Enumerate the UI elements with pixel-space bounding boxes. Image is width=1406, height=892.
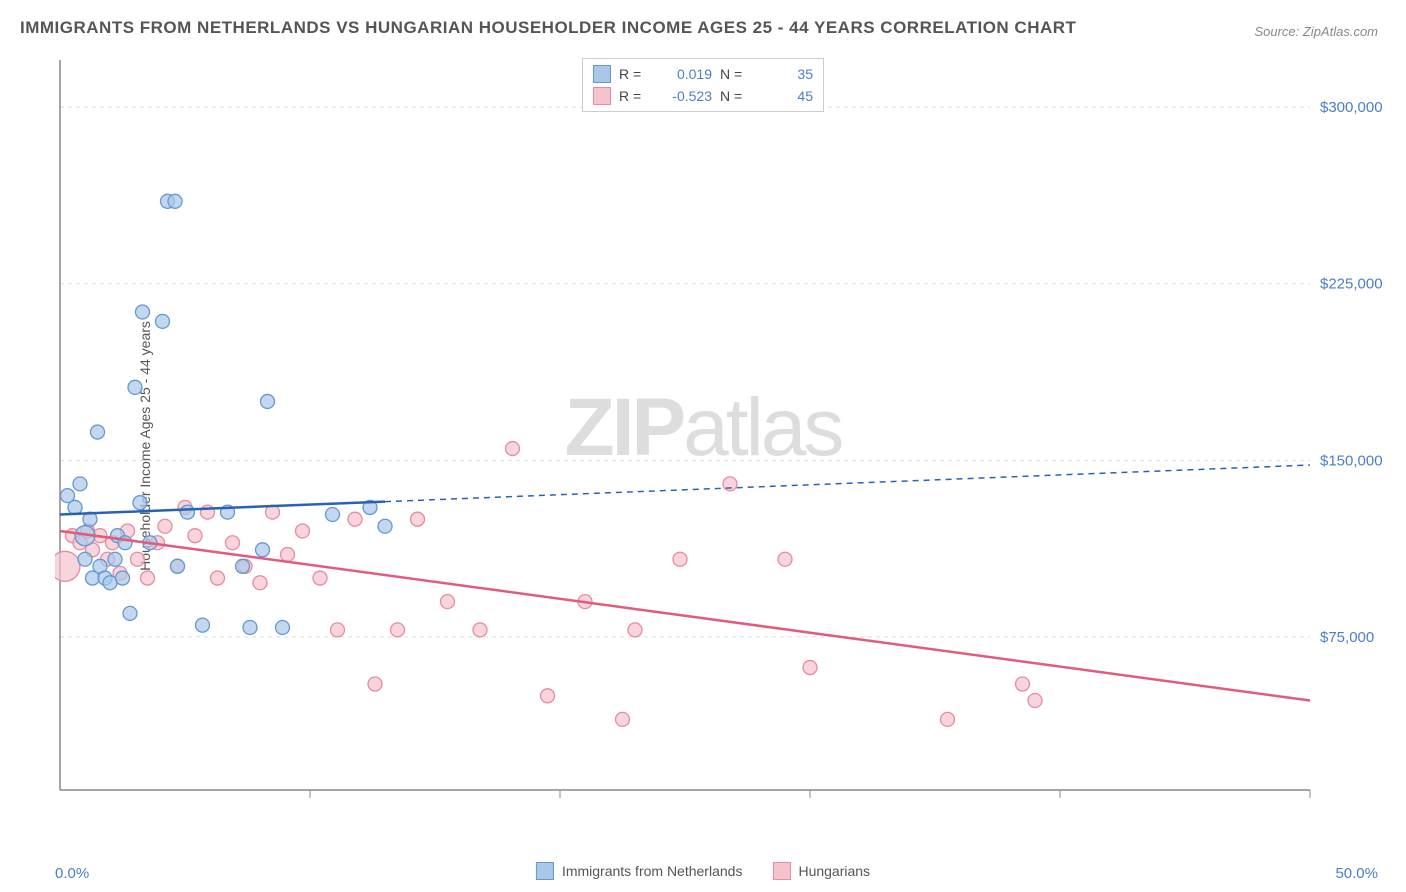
r-value-netherlands: 0.019 xyxy=(657,66,712,82)
r-label: R = xyxy=(619,66,649,82)
svg-text:$150,000: $150,000 xyxy=(1320,452,1383,469)
n-label: N = xyxy=(720,66,750,82)
legend-item-netherlands: Immigrants from Netherlands xyxy=(536,862,743,880)
r-value-hungarians: -0.523 xyxy=(657,88,712,104)
chart-title: IMMIGRANTS FROM NETHERLANDS VS HUNGARIAN… xyxy=(20,18,1076,38)
swatch-netherlands xyxy=(593,65,611,83)
swatch-netherlands xyxy=(536,862,554,880)
swatch-hungarians xyxy=(772,862,790,880)
svg-text:$300,000: $300,000 xyxy=(1320,99,1383,116)
legend-label-netherlands: Immigrants from Netherlands xyxy=(562,863,743,879)
scatter-chart: $75,000 $150,000 $225,000 $300,000 xyxy=(55,55,1385,825)
source-attribution: Source: ZipAtlas.com xyxy=(1254,24,1378,39)
legend-row-netherlands: R = 0.019 N = 35 xyxy=(593,63,813,85)
r-label: R = xyxy=(619,88,649,104)
svg-text:$225,000: $225,000 xyxy=(1320,276,1383,293)
correlation-legend: R = 0.019 N = 35 R = -0.523 N = 45 xyxy=(582,58,824,112)
legend-label-hungarians: Hungarians xyxy=(798,863,870,879)
swatch-hungarians xyxy=(593,87,611,105)
svg-text:$75,000: $75,000 xyxy=(1320,629,1374,646)
legend-item-hungarians: Hungarians xyxy=(772,862,870,880)
x-axis-min-label: 0.0% xyxy=(55,865,89,882)
n-value-hungarians: 45 xyxy=(758,88,813,104)
legend-row-hungarians: R = -0.523 N = 45 xyxy=(593,85,813,107)
x-axis-max-label: 50.0% xyxy=(1335,865,1378,882)
series-legend: Immigrants from Netherlands Hungarians xyxy=(536,862,870,880)
n-value-netherlands: 35 xyxy=(758,66,813,82)
n-label: N = xyxy=(720,88,750,104)
